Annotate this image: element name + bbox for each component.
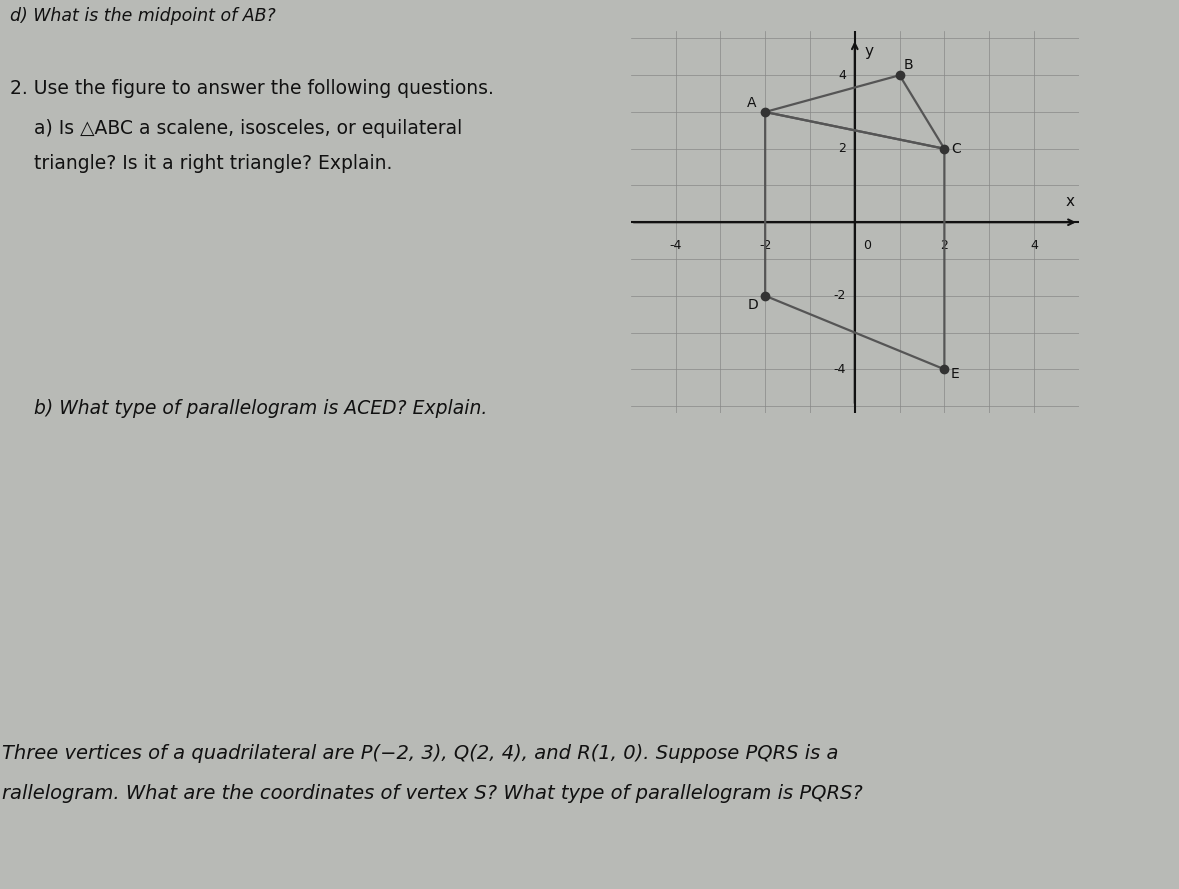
- Text: E: E: [951, 367, 960, 381]
- Text: 0: 0: [863, 239, 871, 252]
- Text: 4: 4: [1030, 239, 1038, 252]
- Text: b) What type of parallelogram is ACED? Explain.: b) What type of parallelogram is ACED? E…: [9, 399, 487, 418]
- Text: a) Is △ABC a scalene, isosceles, or equilateral: a) Is △ABC a scalene, isosceles, or equi…: [9, 119, 462, 138]
- Text: -4: -4: [670, 239, 681, 252]
- Text: Three vertices of a quadrilateral are P(−2, 3), Q(2, 4), and R(1, 0). Suppose PQ: Three vertices of a quadrilateral are P(…: [2, 744, 838, 763]
- Text: y: y: [864, 44, 874, 59]
- Text: C: C: [951, 141, 961, 156]
- Text: -2: -2: [759, 239, 771, 252]
- Text: -4: -4: [834, 363, 845, 376]
- Text: rallelogram. What are the coordinates of vertex S? What type of parallelogram is: rallelogram. What are the coordinates of…: [2, 784, 863, 803]
- Text: 4: 4: [838, 68, 845, 82]
- Text: 2. Use the figure to answer the following questions.: 2. Use the figure to answer the followin…: [9, 79, 494, 98]
- Text: B: B: [904, 58, 914, 71]
- Text: 2: 2: [941, 239, 948, 252]
- Text: x: x: [1066, 195, 1074, 210]
- Text: 2: 2: [838, 142, 845, 156]
- Text: A: A: [746, 96, 756, 110]
- Text: d) What is the midpoint of AB?: d) What is the midpoint of AB?: [9, 7, 276, 25]
- Text: -2: -2: [834, 289, 845, 302]
- Text: triangle? Is it a right triangle? Explain.: triangle? Is it a right triangle? Explai…: [9, 154, 393, 173]
- Text: D: D: [747, 298, 758, 312]
